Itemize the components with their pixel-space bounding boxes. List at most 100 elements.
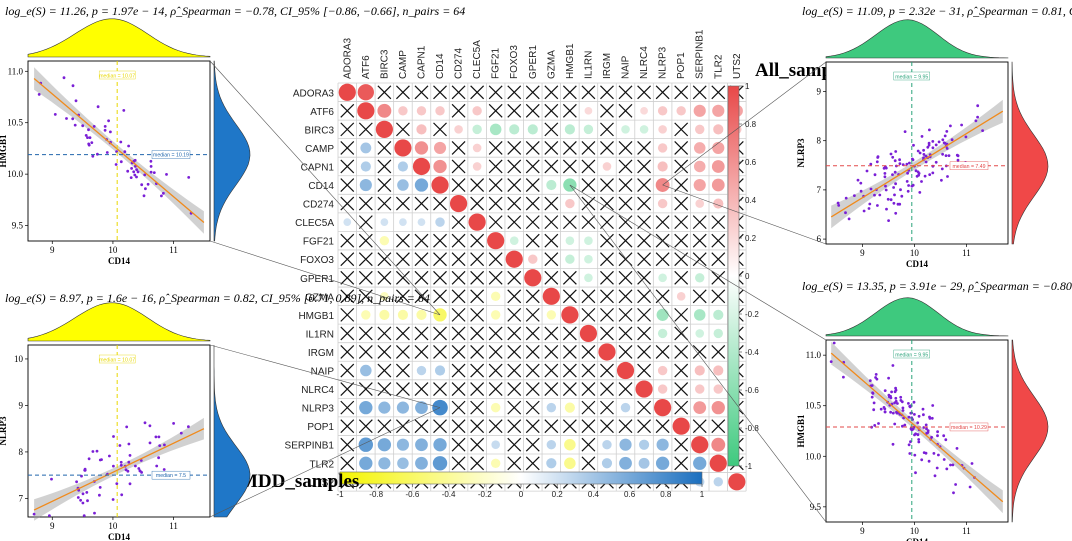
y-tick-label: 9.5 <box>12 221 24 231</box>
nonsignificant-mark <box>711 270 726 285</box>
correlation-circle <box>359 456 373 470</box>
correlation-circle <box>360 364 372 377</box>
nonsignificant-mark <box>433 85 447 100</box>
data-point <box>889 152 893 156</box>
nonsignificant-mark <box>544 382 559 396</box>
nonsignificant-mark <box>674 437 689 452</box>
data-point <box>928 128 931 132</box>
correlation-circle <box>546 310 557 320</box>
nonsignificant-mark <box>637 400 651 415</box>
nonsignificant-mark <box>525 437 540 452</box>
data-point <box>87 142 91 146</box>
connector-line <box>209 407 441 518</box>
data-point <box>837 204 841 207</box>
data-point <box>916 433 920 437</box>
connector-line <box>569 184 827 341</box>
nonsignificant-mark <box>544 252 559 267</box>
nonsignificant-mark <box>674 326 689 341</box>
nonsignificant-mark <box>525 456 540 471</box>
colorbar-tick-label: -0.4 <box>442 490 456 499</box>
data-point <box>81 492 85 496</box>
nonsignificant-mark <box>600 252 614 267</box>
connector-line <box>662 61 827 186</box>
nonsignificant-mark <box>507 382 522 396</box>
nonsignificant-mark <box>358 419 373 434</box>
correlation-circle <box>417 218 426 226</box>
nonsignificant-mark <box>674 307 689 322</box>
data-point <box>93 511 96 515</box>
data-point <box>964 135 968 139</box>
correlation-circle <box>713 477 723 487</box>
connector-line <box>209 344 441 408</box>
data-point <box>870 384 874 387</box>
nonsignificant-mark <box>600 141 614 155</box>
nonsignificant-mark <box>618 196 633 211</box>
data-point <box>88 136 92 140</box>
nonsignificant-mark <box>470 307 485 322</box>
row-label: POP1 <box>307 422 334 433</box>
nonsignificant-mark <box>340 437 355 452</box>
data-point <box>922 156 925 160</box>
data-point <box>86 136 89 140</box>
data-point <box>148 424 152 428</box>
median-x-label: median = 10.07 <box>99 74 135 80</box>
nonsignificant-mark <box>581 215 596 230</box>
data-point <box>894 182 897 186</box>
row-label: TLR2 <box>310 459 335 470</box>
data-point <box>135 168 139 172</box>
data-point <box>91 154 95 158</box>
correlation-circle <box>620 402 631 413</box>
row-label: CLEC5A <box>295 218 334 229</box>
nonsignificant-mark <box>525 215 540 230</box>
data-point <box>127 144 130 148</box>
data-point <box>37 93 41 96</box>
data-point <box>933 474 937 478</box>
correlation-circle <box>379 309 390 320</box>
data-point <box>878 193 882 197</box>
matrix-labels: ADORA3 ADORA3 ATF6 ATF6 BIRC3 BIRC3 CAMP CAMP CA… <box>285 29 743 489</box>
correlation-circle <box>693 401 707 415</box>
data-point <box>137 467 141 470</box>
data-point <box>946 175 949 178</box>
x-axis-title: CD14 <box>108 256 130 266</box>
data-point <box>890 390 893 394</box>
data-point <box>123 150 127 154</box>
data-point <box>894 211 898 215</box>
data-point <box>127 442 131 446</box>
nonsignificant-mark <box>507 437 522 452</box>
data-point <box>920 135 924 138</box>
nonsignificant-mark <box>618 326 633 341</box>
data-point <box>870 395 874 399</box>
data-point <box>149 159 153 163</box>
marginal-density-y <box>213 345 251 518</box>
data-point <box>928 173 932 177</box>
data-point <box>893 422 897 426</box>
nonsignificant-mark <box>618 270 633 285</box>
nonsignificant-mark <box>470 233 485 248</box>
nonsignificant-mark <box>711 252 726 267</box>
correlation-circle <box>712 141 725 155</box>
correlation-circle <box>657 328 668 339</box>
panel-title-all-cd14-nlrp3: log_e(S) = 11.09, p = 2.32e − 31, ρ̂_Spe… <box>802 4 1072 18</box>
data-point <box>62 76 66 80</box>
nonsignificant-mark <box>562 289 577 304</box>
x-tick-label: 11 <box>169 245 178 255</box>
col-label: TLR2 <box>713 54 724 79</box>
nonsignificant-mark <box>340 270 355 285</box>
col-label: ADORA3 <box>342 37 353 79</box>
data-point <box>829 360 833 363</box>
x-axis-title: CD14 <box>108 532 130 541</box>
nonsignificant-mark <box>433 419 447 434</box>
correlation-circle <box>564 438 576 451</box>
correlation-circle <box>509 124 520 135</box>
nonsignificant-mark <box>377 252 392 267</box>
nonsignificant-mark <box>562 85 577 100</box>
nonsignificant-mark <box>600 122 614 137</box>
data-point <box>86 499 89 503</box>
correlation-circle <box>693 178 706 192</box>
median-x-box <box>98 70 136 80</box>
correlation-circle <box>619 438 632 451</box>
correlation-circle <box>621 125 630 134</box>
diagonal-circle <box>672 417 690 435</box>
nonsignificant-mark <box>711 345 726 359</box>
